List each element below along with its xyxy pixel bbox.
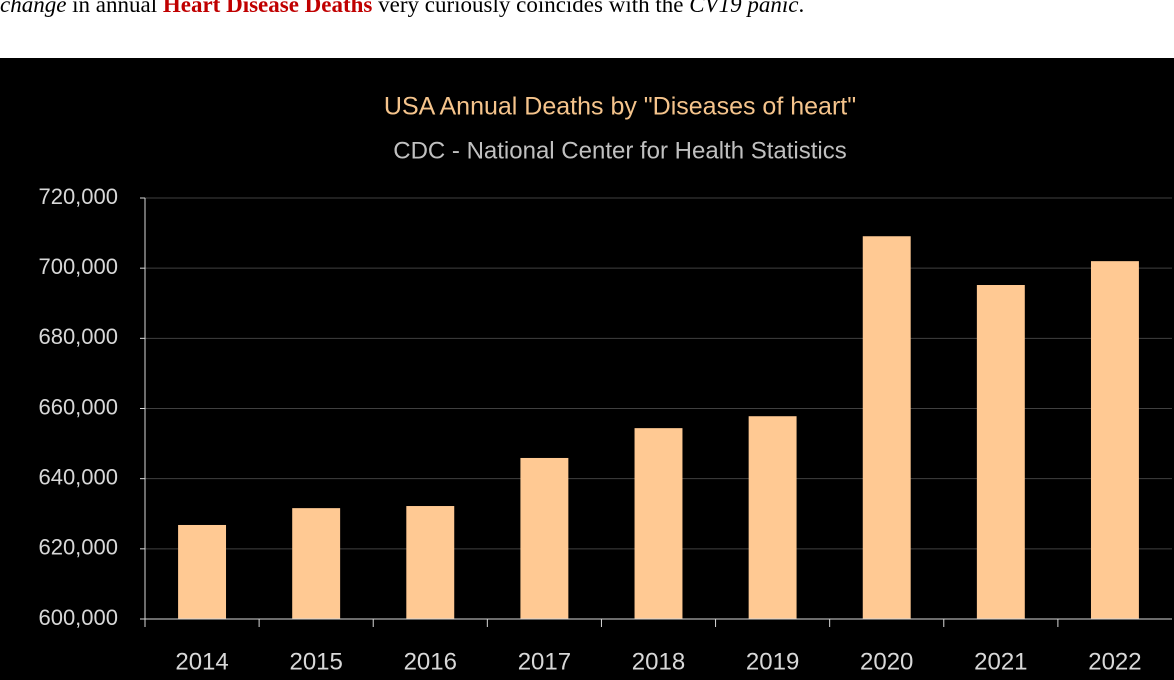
bar — [748, 416, 797, 619]
y-tick-label: 640,000 — [38, 464, 118, 489]
bar — [406, 506, 455, 619]
x-tick-label: 2020 — [860, 648, 913, 675]
bar — [520, 457, 569, 619]
chart-subtitle: CDC - National Center for Health Statist… — [393, 137, 847, 164]
bar — [178, 524, 227, 619]
x-tick-label: 2021 — [974, 648, 1027, 675]
caption-segment: CV19 panic — [689, 0, 799, 17]
caption-segment: Heart Disease Deaths — [162, 0, 373, 17]
x-tick-label: 2017 — [518, 648, 571, 675]
x-tick-label: 2015 — [289, 648, 342, 675]
y-tick-label: 600,000 — [38, 605, 118, 630]
y-tick-label: 680,000 — [38, 324, 118, 349]
caption-segment: very curiously coincides with the — [372, 0, 690, 17]
y-tick-label: 720,000 — [38, 184, 118, 209]
bar — [862, 236, 911, 619]
bar — [634, 428, 683, 619]
bar — [976, 285, 1025, 619]
y-tick-label: 660,000 — [38, 394, 118, 419]
x-tick-label: 2014 — [175, 648, 228, 675]
bar — [292, 508, 341, 619]
x-tick-label: 2022 — [1088, 648, 1141, 675]
chart: USA Annual Deaths by "Diseases of heart"… — [0, 58, 1174, 680]
chart-title: USA Annual Deaths by "Diseases of heart" — [384, 93, 856, 121]
x-tick-label: 2016 — [404, 648, 457, 675]
y-tick-label: 700,000 — [38, 254, 118, 279]
caption-segment: change — [0, 0, 67, 17]
x-tick-label: 2018 — [632, 648, 685, 675]
caption: change in annual Heart Disease Deaths ve… — [0, 0, 1174, 32]
caption-segment: . — [798, 0, 805, 17]
caption-segment: in annual — [66, 0, 163, 17]
y-tick-label: 620,000 — [38, 535, 118, 560]
bar — [1090, 261, 1139, 619]
x-tick-label: 2019 — [746, 648, 799, 675]
